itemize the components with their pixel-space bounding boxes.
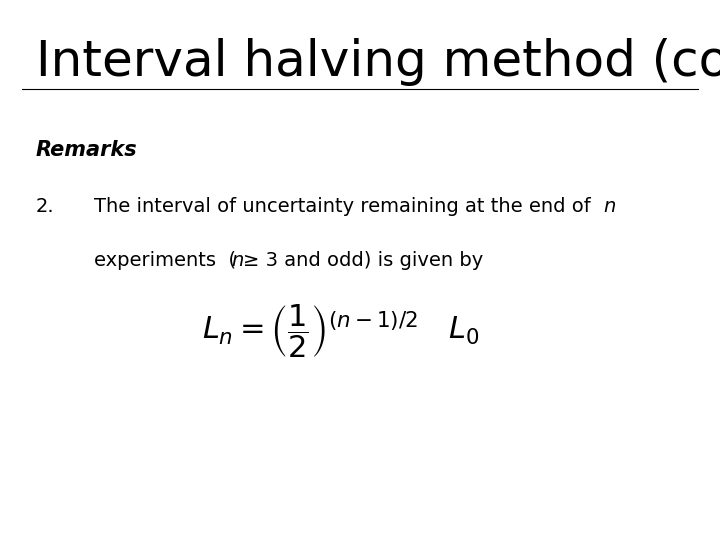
Text: n: n bbox=[603, 197, 616, 216]
Text: experiments  (: experiments ( bbox=[94, 251, 242, 270]
Text: n: n bbox=[231, 251, 243, 270]
Text: 2.: 2. bbox=[36, 197, 55, 216]
Text: Remarks: Remarks bbox=[36, 140, 138, 160]
Text: The interval of uncertainty remaining at the end of: The interval of uncertainty remaining at… bbox=[94, 197, 597, 216]
Text: $L_n = \left(\dfrac{1}{2}\right)^{(n-1)/2} \quad L_0$: $L_n = \left(\dfrac{1}{2}\right)^{(n-1)/… bbox=[202, 302, 480, 360]
Text: ≥ 3 and odd) is given by: ≥ 3 and odd) is given by bbox=[243, 251, 484, 270]
Text: Interval halving method (cont’d): Interval halving method (cont’d) bbox=[36, 38, 720, 86]
